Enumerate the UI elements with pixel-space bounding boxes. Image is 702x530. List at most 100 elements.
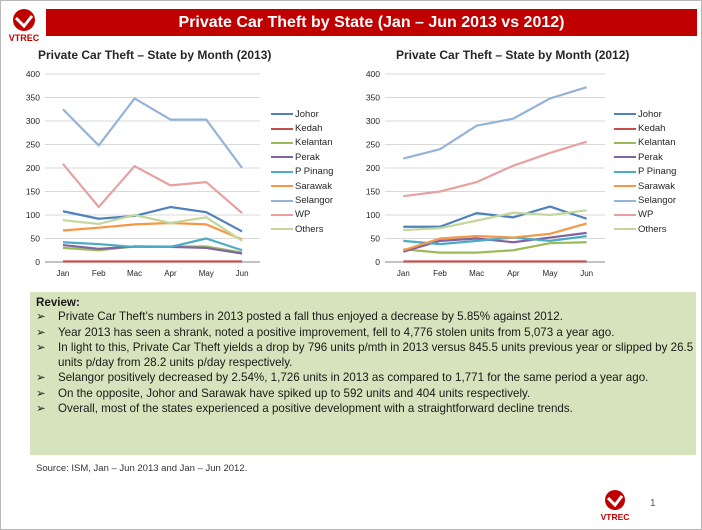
chart-title-2012: Private Car Theft – State by Month (2012…: [396, 48, 630, 62]
legend-swatch: [614, 113, 636, 116]
x-tick-label: Jan: [397, 269, 410, 278]
series-line-wp: [62, 163, 243, 214]
legend-swatch: [271, 185, 293, 188]
legend-swatch: [614, 170, 636, 173]
y-tick-label: 250: [26, 140, 40, 150]
page-number: 1: [650, 498, 656, 509]
legend-item: Johor: [614, 107, 676, 121]
arrow-bullet-icon: ➢: [36, 341, 46, 354]
y-tick-label: 200: [366, 163, 380, 173]
legend-item: Sarawak: [271, 179, 333, 193]
y-tick-label: 400: [366, 69, 380, 79]
review-bullet-text: Year 2013 has seen a shrank, noted a pos…: [58, 325, 615, 339]
legend-label: Perak: [638, 151, 663, 163]
legend-2013: Johor Kedah Kelantan Perak P Pinang Sarawak Se…: [271, 107, 333, 237]
x-tick-label: Apr: [164, 269, 177, 278]
series-line-selangor: [403, 86, 587, 160]
x-tick-label: May: [542, 269, 557, 278]
legend-label: WP: [295, 209, 311, 221]
review-bullet-text: In light to this, Private Car Theft yiel…: [58, 341, 694, 369]
review-bullet-text: On the opposite, Johor and Sarawak have …: [58, 386, 531, 400]
y-tick-label: 100: [366, 210, 380, 220]
series-line-selangor: [62, 97, 243, 169]
legend-item: Selangor: [271, 193, 333, 207]
legend-label: Selangor: [295, 195, 334, 207]
legend-swatch: [271, 199, 293, 202]
series-line-sarawak: [62, 221, 243, 241]
review-bullet-text: Selangor positively decreased by 2.54%, …: [58, 371, 649, 384]
series-line-kelantan: [403, 241, 587, 254]
legend-swatch: [271, 156, 293, 159]
vtrec-logo: VTREC: [9, 9, 40, 43]
legend-swatch: [614, 141, 636, 144]
legend-label: Johor: [638, 108, 662, 120]
svg-text:VTREC: VTREC: [9, 33, 40, 43]
legend-item: WP: [614, 208, 676, 222]
legend-item: Sarawak: [614, 179, 676, 193]
legend-label: WP: [638, 209, 654, 221]
x-tick-label: Feb: [92, 269, 106, 278]
arrow-bullet-icon: ➢: [36, 310, 46, 323]
legend-label: Kelantan: [638, 137, 676, 149]
legend-item: Others: [614, 222, 676, 236]
legend-label: Sarawak: [638, 180, 675, 192]
y-tick-label: 350: [26, 93, 40, 103]
vtrec-logo-footer: VTREC: [601, 490, 629, 522]
y-tick-label: 150: [366, 187, 380, 197]
arrow-bullet-icon: ➢: [36, 386, 46, 400]
review-bullet: ➢ In light to this, Private Car Theft yie…: [36, 341, 696, 370]
legend-swatch: [614, 199, 636, 202]
y-tick-label: 300: [26, 116, 40, 126]
legend-swatch: [271, 127, 293, 130]
legend-swatch: [271, 228, 293, 231]
legend-item: WP: [271, 208, 333, 222]
legend-label: P Pinang: [638, 166, 677, 178]
review-box: Review: ➢ Private Car Theft’s numbers in …: [30, 292, 696, 455]
legend-item: P Pinang: [271, 165, 333, 179]
series-line-sarawak: [402, 222, 587, 252]
x-tick-label: Jun: [236, 269, 249, 278]
legend-label: Others: [638, 223, 667, 235]
y-tick-label: 50: [371, 234, 381, 244]
review-bullet: ➢ Year 2013 has seen a shrank, noted a po…: [36, 326, 696, 341]
legend-label: Perak: [295, 151, 320, 163]
legend-item: Kelantan: [614, 136, 676, 150]
legend-swatch: [271, 170, 293, 173]
chart-title-2013: Private Car Theft – State by Month (2013…: [38, 48, 272, 62]
legend-swatch: [614, 127, 636, 130]
review-bullet: ➢ On the opposite, Johor and Sarawak have…: [36, 387, 696, 402]
series-line-p-pinang: [403, 235, 587, 246]
series-line-others: [62, 213, 243, 242]
legend-label: Kedah: [295, 123, 323, 135]
legend-item: Kelantan: [271, 136, 333, 150]
y-tick-label: 0: [35, 257, 40, 267]
slide-title: Private Car Theft by State (Jan – Jun 20…: [46, 9, 697, 36]
line-chart-2013: 0 50 100 150 200 250 300 350 400 Jan Feb Mac Apr May J…: [26, 69, 260, 278]
legend-item: P Pinang: [614, 165, 676, 179]
x-tick-label: Mac: [469, 269, 484, 278]
legend-swatch: [614, 213, 636, 216]
legend-item: Kedah: [614, 121, 676, 135]
legend-label: Others: [295, 223, 324, 235]
y-tick-label: 250: [366, 140, 380, 150]
y-tick-label: 300: [366, 116, 380, 126]
legend-label: Sarawak: [295, 180, 332, 192]
x-tick-label: Feb: [433, 269, 447, 278]
y-tick-label: 100: [26, 210, 40, 220]
legend-label: Kelantan: [295, 137, 333, 149]
legend-2012: Johor Kedah Kelantan Perak P Pinang Sarawak Se…: [614, 107, 676, 237]
review-bullet: ➢ Overall, most of the states experienced…: [36, 402, 696, 417]
line-chart-2012: 0 50 100 150 200 250 300 350 400 Jan Feb Mac Apr May J…: [366, 69, 605, 278]
y-tick-label: 400: [26, 69, 40, 79]
review-bullet-text: Overall, most of the states experienced …: [58, 402, 573, 415]
y-tick-label: 150: [26, 187, 40, 197]
arrow-bullet-icon: ➢: [36, 371, 46, 384]
x-tick-label: May: [199, 269, 214, 278]
y-tick-label: 50: [31, 234, 41, 244]
review-bullet: ➢ Selangor positively decreased by 2.54%,…: [36, 371, 696, 386]
review-bullet-text: Private Car Theft’s numbers in 2013 post…: [58, 310, 563, 323]
legend-swatch: [614, 228, 636, 231]
legend-swatch: [271, 113, 293, 116]
legend-item: Kedah: [271, 121, 333, 135]
series-line-p-pinang: [62, 237, 243, 252]
